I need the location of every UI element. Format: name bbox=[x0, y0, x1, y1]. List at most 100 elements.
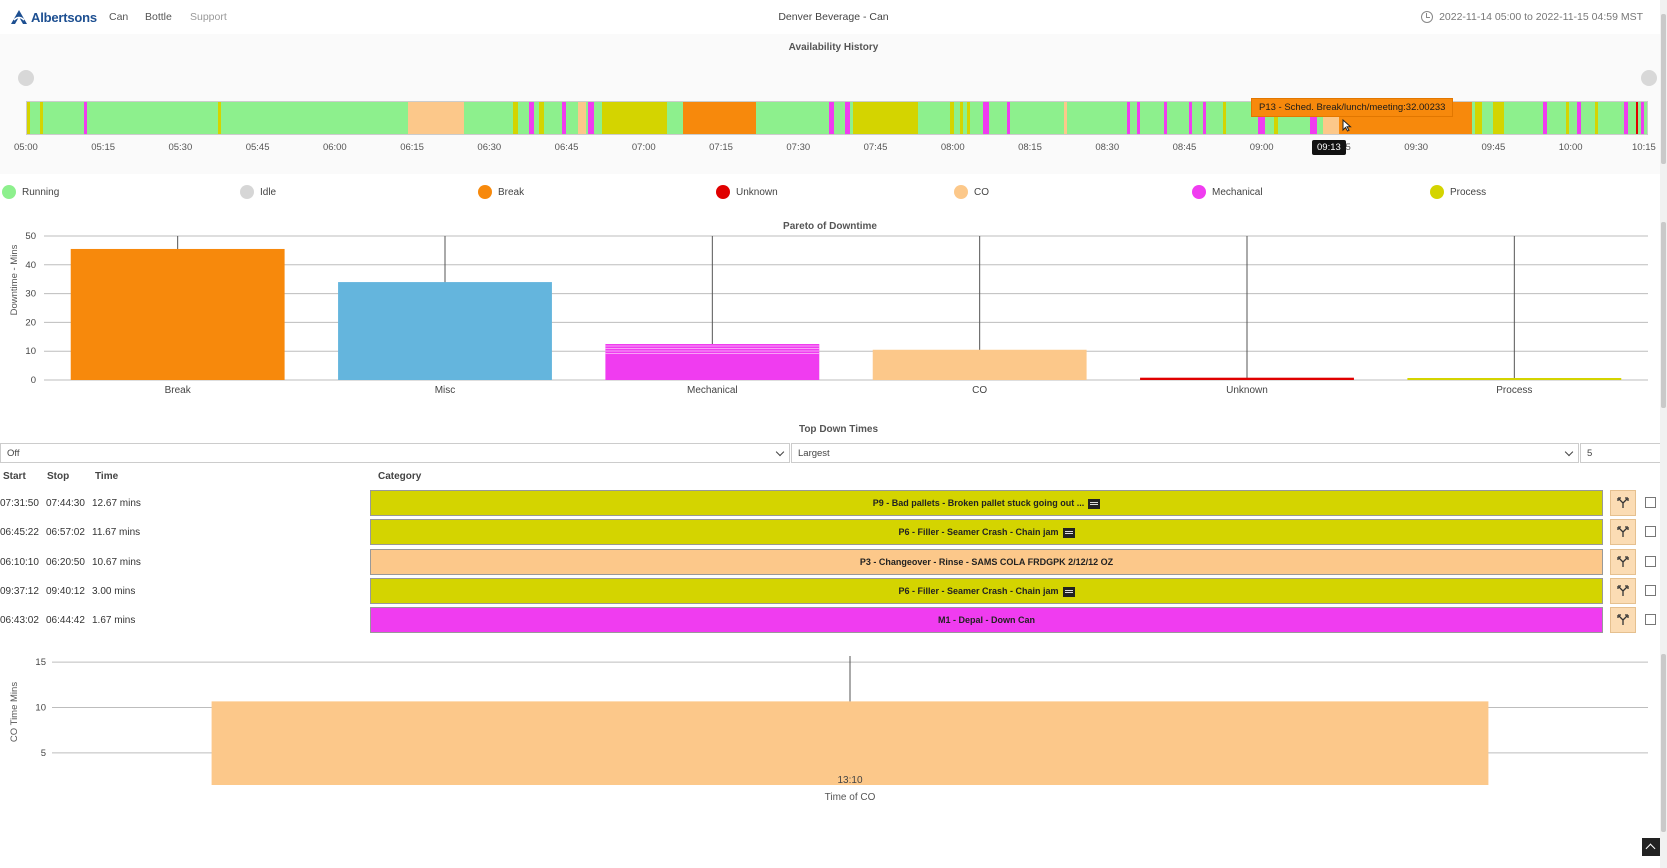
legend-item-break[interactable]: Break bbox=[478, 185, 524, 199]
availability-segment[interactable] bbox=[982, 102, 990, 134]
nav-bottle[interactable]: Bottle bbox=[145, 11, 172, 23]
split-button[interactable] bbox=[1610, 607, 1636, 634]
comment-icon[interactable] bbox=[1062, 586, 1075, 597]
split-button[interactable] bbox=[1610, 490, 1636, 516]
availability-segment[interactable] bbox=[407, 102, 465, 134]
availability-segment[interactable] bbox=[1310, 102, 1317, 134]
scroll-left-button[interactable] bbox=[18, 70, 34, 86]
legend-item-process[interactable]: Process bbox=[1430, 185, 1486, 199]
split-button[interactable] bbox=[1610, 548, 1636, 575]
legend-label: Unknown bbox=[736, 186, 778, 198]
availability-segment[interactable] bbox=[83, 102, 87, 134]
comment-icon[interactable] bbox=[1062, 528, 1075, 539]
column-header-start[interactable]: Start bbox=[3, 471, 26, 482]
availability-segment[interactable] bbox=[1203, 102, 1207, 134]
sort-select[interactable]: Largest bbox=[791, 443, 1579, 463]
table-row[interactable]: 09:37:12 09:40:12 3.00 mins P6 - Filler - S… bbox=[0, 577, 1667, 604]
availability-segment[interactable] bbox=[1577, 102, 1581, 134]
legend-item-running[interactable]: Running bbox=[2, 185, 59, 199]
row-stop: 06:20:50 bbox=[46, 556, 85, 568]
availability-segment[interactable] bbox=[1274, 102, 1278, 134]
comment-icon[interactable] bbox=[1088, 499, 1101, 509]
page-scrollbar[interactable] bbox=[1660, 0, 1667, 868]
column-header-time[interactable]: Time bbox=[95, 471, 119, 482]
row-category-bar[interactable]: P6 - Filler - Seamer Crash - Chain jam bbox=[370, 519, 1603, 546]
availability-segment[interactable] bbox=[683, 102, 756, 134]
availability-segment[interactable] bbox=[1635, 102, 1639, 134]
row-checkbox[interactable] bbox=[1645, 497, 1656, 508]
legend-item-idle[interactable]: Idle bbox=[240, 185, 276, 199]
scrollbar-thumb-bottom[interactable] bbox=[1661, 654, 1666, 832]
availability-segment[interactable] bbox=[1063, 102, 1068, 134]
availability-segment[interactable] bbox=[1164, 102, 1168, 134]
filter-select[interactable]: Off bbox=[0, 443, 790, 463]
availability-segment[interactable] bbox=[513, 102, 518, 134]
table-row[interactable]: 07:31:50 07:44:30 12.67 mins P9 - Bad palle… bbox=[0, 490, 1667, 516]
bar-mechanical[interactable] bbox=[605, 344, 820, 380]
availability-segment[interactable] bbox=[218, 102, 222, 134]
legend-item-unknown[interactable]: Unknown bbox=[716, 185, 778, 199]
timeline-tick-label: 07:45 bbox=[863, 142, 888, 153]
availability-segment[interactable] bbox=[1595, 102, 1599, 134]
availability-segment[interactable] bbox=[1566, 102, 1570, 134]
scroll-to-top-button[interactable] bbox=[1642, 838, 1660, 856]
availability-segment[interactable] bbox=[1126, 102, 1131, 134]
scrollbar-thumb-top[interactable] bbox=[1661, 14, 1666, 164]
availability-segment[interactable] bbox=[587, 102, 594, 134]
co-bar[interactable] bbox=[211, 701, 1489, 785]
count-input[interactable]: 5 bbox=[1580, 443, 1667, 463]
row-checkbox[interactable] bbox=[1645, 526, 1656, 538]
row-time: 1.67 mins bbox=[92, 615, 136, 627]
availability-segment[interactable] bbox=[950, 102, 954, 134]
availability-segment[interactable] bbox=[27, 102, 31, 134]
row-checkbox[interactable] bbox=[1645, 555, 1656, 567]
row-category-bar[interactable]: P3 - Changeover - Rinse - SAMS COLA FRDG… bbox=[370, 548, 1603, 575]
availability-segment[interactable] bbox=[561, 102, 567, 134]
availability-segment[interactable] bbox=[529, 102, 535, 134]
row-category-bar[interactable]: M1 - Depal - Down Can bbox=[370, 607, 1603, 634]
availability-segment[interactable] bbox=[1136, 102, 1140, 134]
column-header-category[interactable]: Category bbox=[378, 471, 422, 482]
table-row[interactable]: 06:43:02 06:44:42 1.67 mins M1 - Depal - Do… bbox=[0, 607, 1667, 634]
availability-segment[interactable] bbox=[1475, 102, 1482, 134]
availability-segment[interactable] bbox=[1007, 102, 1011, 134]
legend-item-co[interactable]: CO bbox=[954, 185, 989, 199]
availability-segment[interactable] bbox=[828, 102, 834, 134]
availability-segment[interactable] bbox=[845, 102, 850, 134]
date-range-picker[interactable]: 2022-11-14 05:00 to 2022-11-15 04:59 MST bbox=[1421, 11, 1643, 23]
brand-logo[interactable]: Albertsons bbox=[10, 7, 97, 27]
column-header-stop[interactable]: Stop bbox=[47, 471, 70, 482]
availability-segment[interactable] bbox=[853, 102, 918, 134]
split-button[interactable] bbox=[1610, 577, 1636, 604]
row-checkbox[interactable] bbox=[1645, 614, 1656, 626]
table-row[interactable]: 06:45:22 06:57:02 11.67 mins P6 - Filler - … bbox=[0, 519, 1667, 546]
scroll-right-button[interactable] bbox=[1641, 70, 1657, 86]
availability-segment[interactable] bbox=[960, 102, 964, 134]
row-category-bar[interactable]: P6 - Filler - Seamer Crash - Chain jam bbox=[370, 577, 1603, 604]
nav-can[interactable]: Can bbox=[109, 11, 129, 23]
row-checkbox[interactable] bbox=[1645, 584, 1656, 596]
availability-segment[interactable] bbox=[1543, 102, 1547, 134]
availability-segment[interactable] bbox=[577, 102, 586, 134]
scrollbar-thumb-middle[interactable] bbox=[1661, 222, 1666, 408]
availability-segment[interactable] bbox=[1222, 102, 1226, 134]
availability-segment[interactable] bbox=[1188, 102, 1192, 134]
bar-break[interactable] bbox=[70, 248, 285, 380]
availability-segment[interactable] bbox=[538, 102, 544, 134]
row-category-bar[interactable]: P9 - Bad pallets - Broken pallet stuck g… bbox=[370, 490, 1603, 516]
bar-co[interactable] bbox=[872, 349, 1087, 380]
legend-item-mechanical[interactable]: Mechanical bbox=[1192, 185, 1263, 199]
availability-segment[interactable] bbox=[602, 102, 667, 134]
table-row[interactable]: 06:10:10 06:20:50 10.67 mins P3 - Changeove… bbox=[0, 548, 1667, 575]
availability-segment[interactable] bbox=[1624, 102, 1628, 134]
nav-support[interactable]: Support bbox=[190, 11, 227, 23]
availability-segment[interactable] bbox=[39, 102, 44, 134]
availability-segment[interactable] bbox=[1640, 102, 1644, 134]
availability-segment[interactable] bbox=[966, 102, 970, 134]
bar-process[interactable] bbox=[1407, 378, 1622, 380]
bar-misc[interactable] bbox=[338, 282, 552, 380]
availability-segment[interactable] bbox=[1258, 102, 1265, 134]
availability-segment[interactable] bbox=[1493, 102, 1505, 134]
split-button[interactable] bbox=[1610, 519, 1636, 546]
bar-unknown[interactable] bbox=[1140, 377, 1354, 380]
